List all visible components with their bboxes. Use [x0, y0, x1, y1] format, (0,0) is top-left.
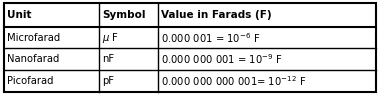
Text: Picofarad: Picofarad	[7, 76, 53, 86]
Text: Nanofarad: Nanofarad	[7, 54, 59, 64]
Text: nF: nF	[102, 54, 114, 64]
Text: pF: pF	[102, 76, 114, 86]
Text: 0.000 000 000 001= $10^{-12}$ F: 0.000 000 000 001= $10^{-12}$ F	[162, 74, 307, 88]
Text: 0.000 001 = $10^{-6}$ F: 0.000 001 = $10^{-6}$ F	[162, 31, 261, 45]
Text: Unit: Unit	[7, 10, 31, 20]
Text: 0.000 000 001 = $10^{-9}$ F: 0.000 000 001 = $10^{-9}$ F	[162, 52, 283, 66]
Bar	[4, 3, 376, 92]
Text: Microfarad: Microfarad	[7, 33, 60, 43]
Text: $\mu$ F: $\mu$ F	[102, 31, 119, 45]
Text: Value in Farads (F): Value in Farads (F)	[162, 10, 272, 20]
Text: Symbol: Symbol	[102, 10, 145, 20]
